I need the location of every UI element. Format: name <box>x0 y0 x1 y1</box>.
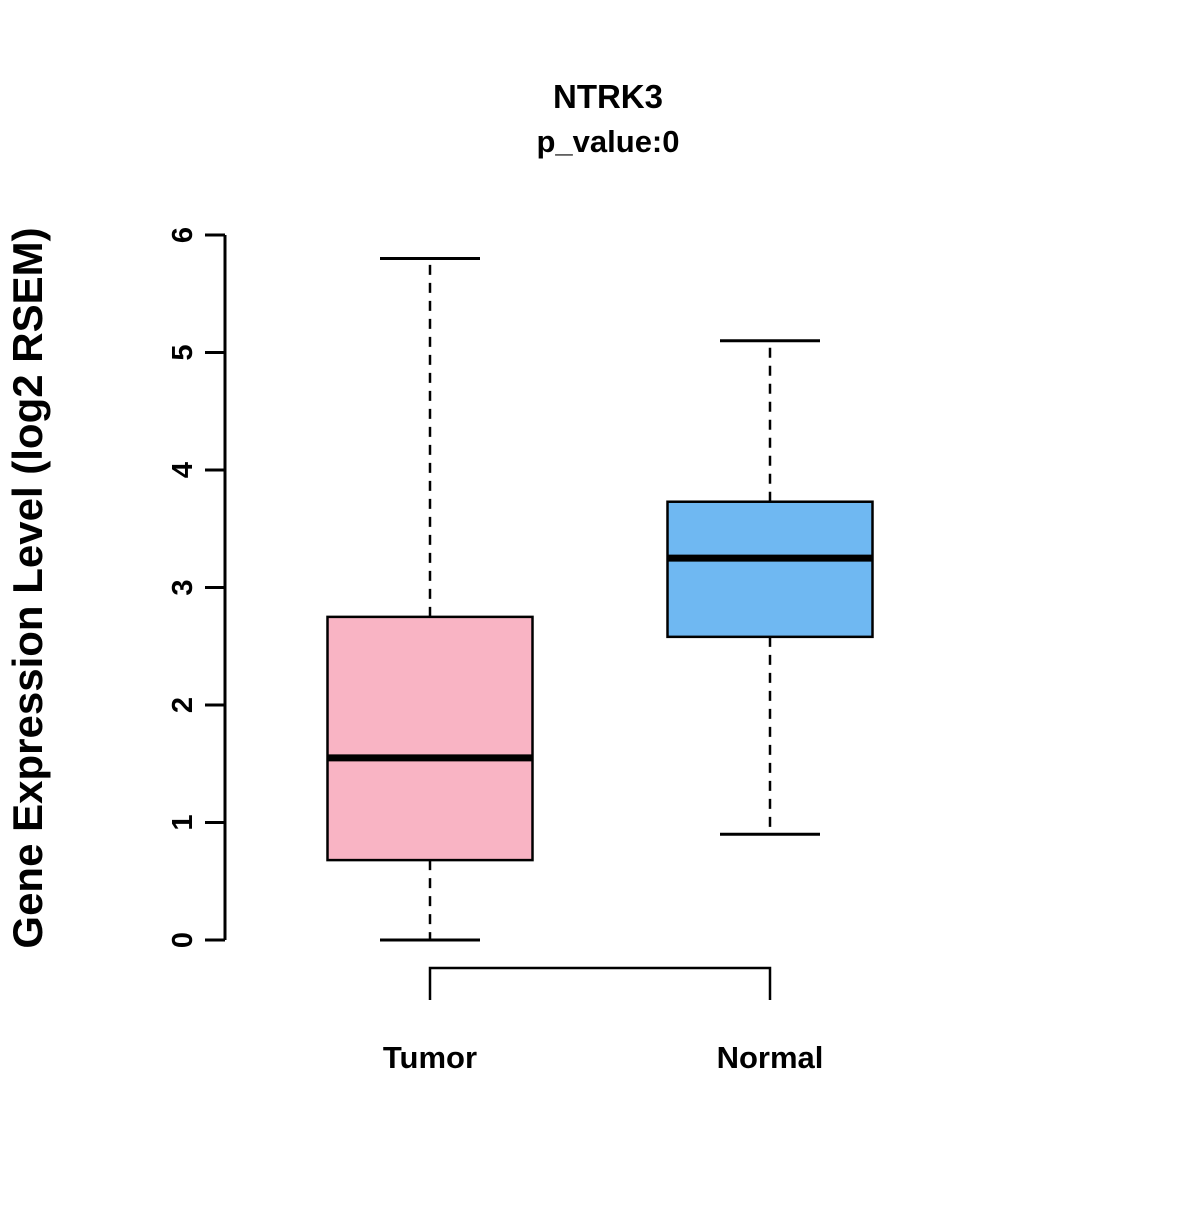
y-tick-label: 1 <box>167 814 199 830</box>
box-tumor <box>326 615 534 862</box>
box-normal <box>666 500 874 639</box>
y-tick-label: 5 <box>167 344 199 360</box>
y-tick-label: 2 <box>167 697 199 713</box>
y-tick-label: 3 <box>167 579 199 595</box>
y-tick-label: 0 <box>167 932 199 948</box>
y-tick-label: 6 <box>167 227 199 243</box>
y-axis-label: Gene Expression Level (log2 RSEM) <box>4 227 51 948</box>
x-axis-bracket <box>428 966 772 1000</box>
x-category-label-normal: Normal <box>717 1040 824 1075</box>
chart-title: NTRK3 <box>553 78 663 115</box>
y-tick-label: 4 <box>167 462 199 478</box>
x-category-label-tumor: Tumor <box>383 1040 477 1075</box>
chart-subtitle: p_value:0 <box>536 124 679 159</box>
